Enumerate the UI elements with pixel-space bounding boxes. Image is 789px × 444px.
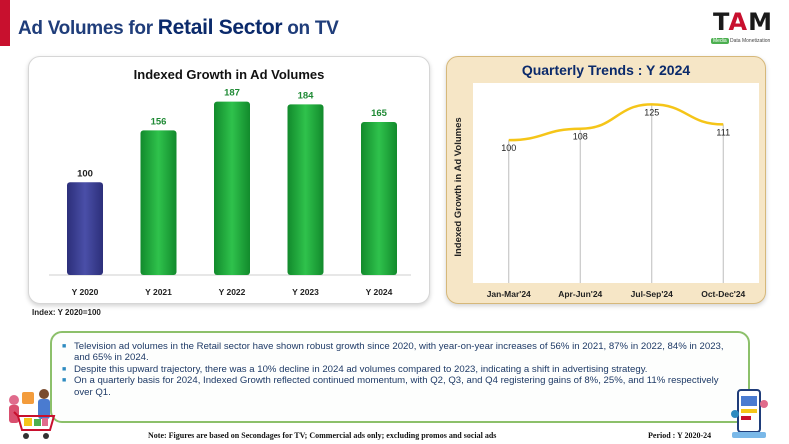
title-prefix: Ad Volumes for bbox=[18, 18, 158, 39]
page-title: Ad Volumes for Retail Sector on TV bbox=[18, 16, 339, 40]
insight-item: On a quarterly basis for 2024, Indexed G… bbox=[62, 375, 734, 398]
line-category-label: Oct-Dec'24 bbox=[701, 289, 745, 299]
bar-y-2023 bbox=[287, 104, 324, 275]
bar-category-label: Y 2021 bbox=[145, 287, 172, 297]
shopping-cart-icon bbox=[9, 389, 56, 439]
bar-category-label: Y 2023 bbox=[292, 287, 319, 297]
title-suffix: on TV bbox=[282, 18, 339, 39]
bar-y-2022 bbox=[214, 101, 250, 275]
bar-data-label: 100 bbox=[77, 168, 93, 179]
line-chart-title: Quarterly Trends : Y 2024 bbox=[521, 62, 691, 78]
line-chart: 100 Jan-Mar'24 108 Apr-Jun'24 125 Jul-Sep'24 1… bbox=[453, 103, 746, 299]
line-category-label: Apr-Jun'24 bbox=[558, 289, 602, 299]
bar-chart: 100 Y 2020 156 Y 2021 187 Y 2022 184 Y 2023 165 Y… bbox=[49, 88, 411, 297]
footer-note: Note: Figures are based on Secondages fo… bbox=[148, 431, 497, 440]
bar-data-label: 156 bbox=[151, 116, 167, 127]
logo-letter-t: T bbox=[713, 8, 729, 36]
line-data-label: 100 bbox=[501, 143, 516, 153]
mobile-shopping-icon bbox=[731, 389, 768, 438]
line-chart-ylabel: Indexed Growth in Ad Volumes bbox=[453, 117, 464, 256]
line-series bbox=[508, 103, 724, 142]
bar-data-label: 165 bbox=[371, 108, 388, 119]
insights-box: Television ad volumes in the Retail sect… bbox=[50, 331, 750, 423]
header-accent-bar bbox=[0, 0, 10, 46]
bar-chart-panel: Indexed Growth in Ad Volumes 100 Y 2020 15… bbox=[28, 56, 430, 304]
bar-data-label: 184 bbox=[298, 90, 315, 101]
bar-category-label: Y 2022 bbox=[219, 287, 246, 297]
bar-chart-title: Indexed Growth in Ad Volumes bbox=[133, 67, 325, 82]
title-highlight: Retail Sector bbox=[157, 16, 283, 39]
line-category-label: Jul-Sep'24 bbox=[631, 289, 673, 299]
period-label: Period : Y 2020-24 bbox=[648, 431, 712, 440]
line-data-label: 111 bbox=[716, 127, 730, 137]
line-category-label: Jan-Mar'24 bbox=[487, 289, 531, 299]
bar-y-2024 bbox=[361, 122, 397, 275]
insight-item: Despite this upward trajectory, there wa… bbox=[62, 364, 734, 376]
bar-y-2021 bbox=[140, 130, 177, 275]
insight-item: Television ad volumes in the Retail sect… bbox=[62, 341, 734, 364]
logo-letter-a: A bbox=[728, 8, 749, 36]
logo-tagline: Data Monetization bbox=[730, 38, 771, 44]
line-data-label: 125 bbox=[644, 107, 659, 117]
line-chart-panel: Quarterly Trends : Y 2024 100 Jan-Mar'24 1… bbox=[446, 56, 766, 304]
logo-letter-m: M bbox=[748, 8, 773, 36]
tam-logo: TAM Media Data Monetization bbox=[711, 8, 775, 48]
bar-y-2020 bbox=[67, 182, 103, 275]
bar-category-label: Y 2024 bbox=[366, 287, 393, 297]
index-note: Index: Y 2020=100 bbox=[32, 308, 101, 317]
bar-data-label: 187 bbox=[224, 88, 240, 99]
bar-category-label: Y 2020 bbox=[72, 287, 99, 297]
logo-badge: Media bbox=[711, 38, 729, 44]
line-data-label: 108 bbox=[573, 132, 588, 142]
